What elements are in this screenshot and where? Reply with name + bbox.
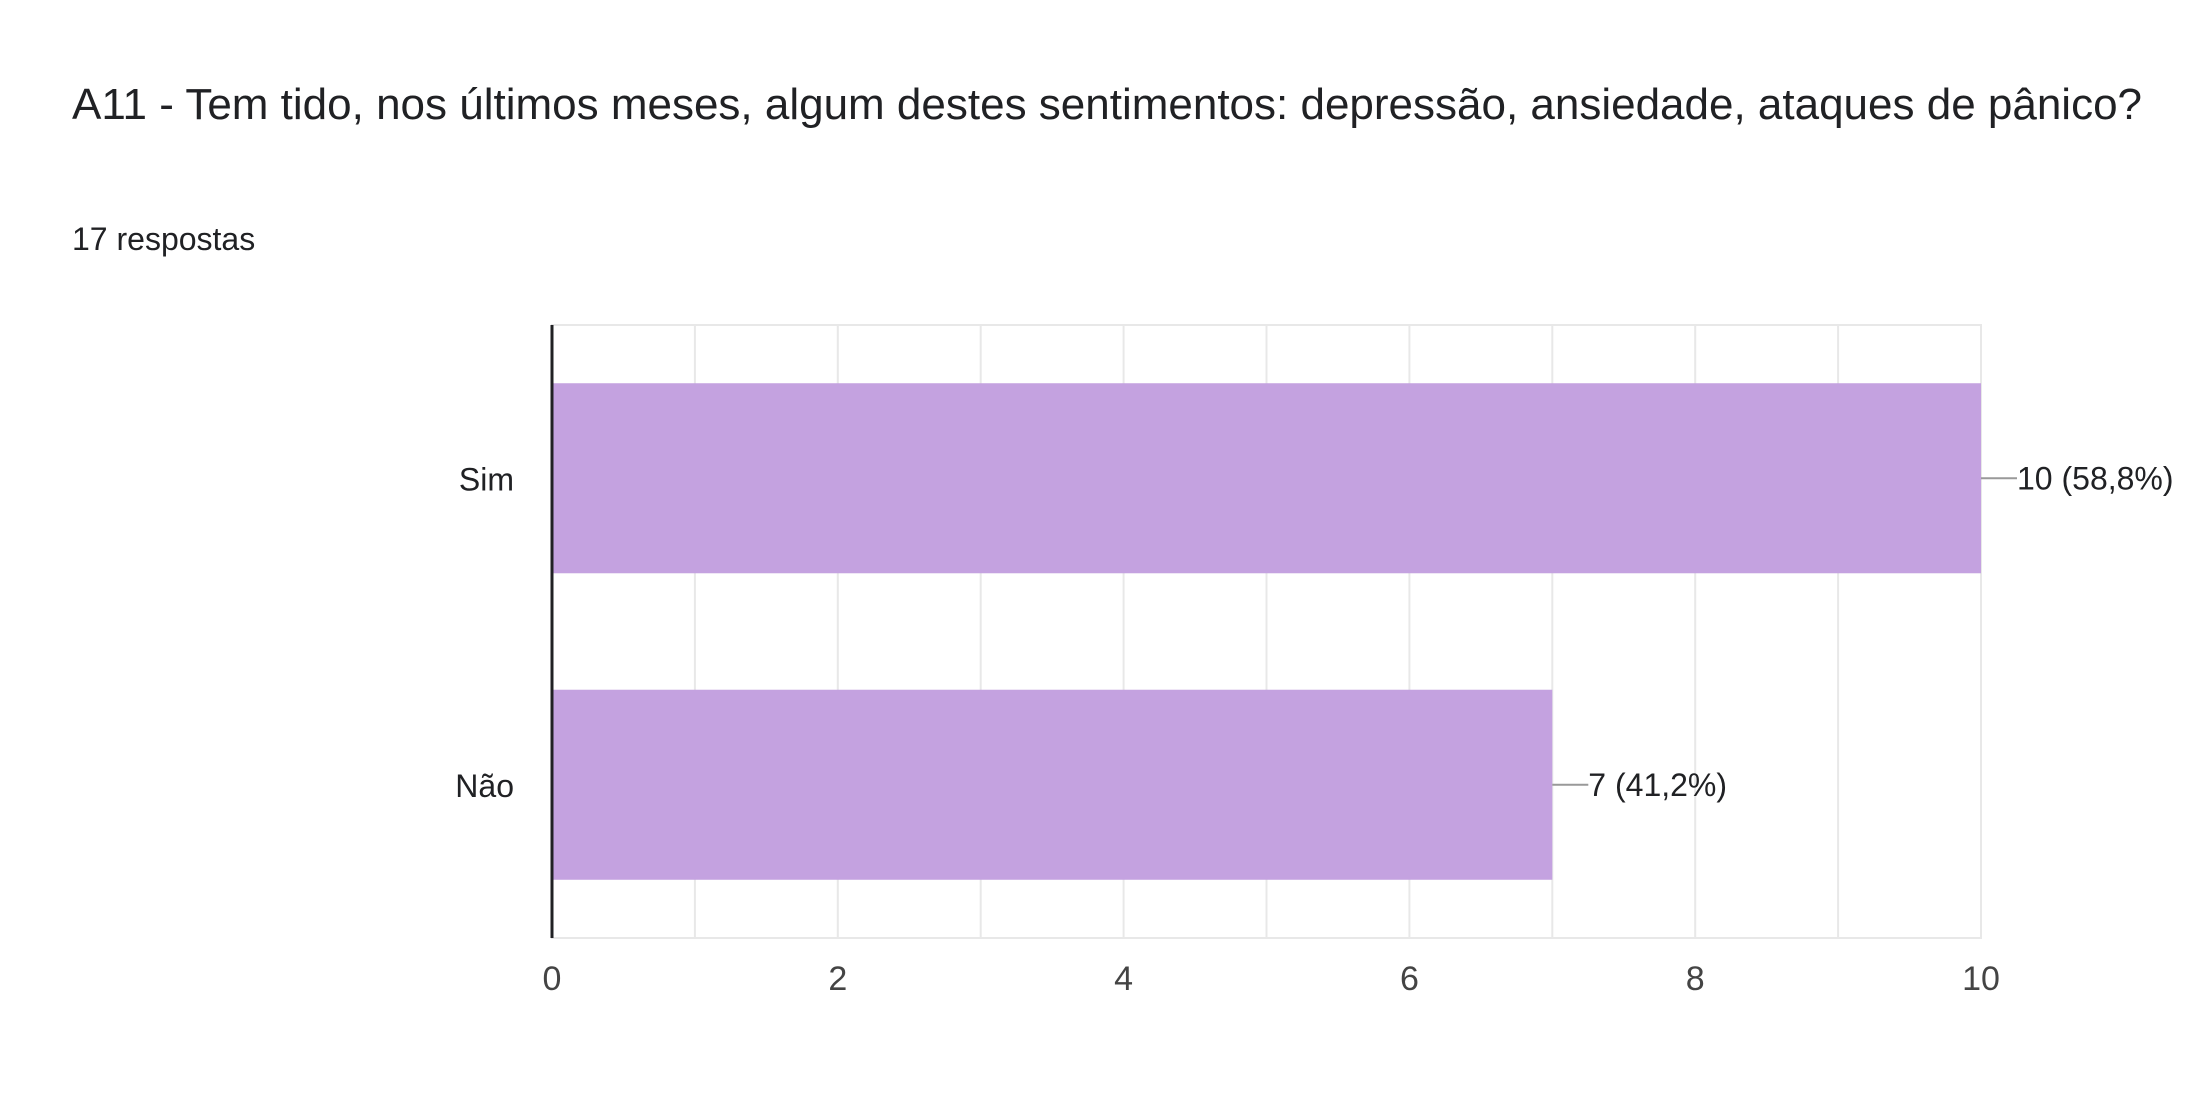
data-label: 10 (58,8%) xyxy=(2017,460,2174,496)
category-label: Não xyxy=(455,768,514,804)
bar-1 xyxy=(552,383,1981,574)
bar-2 xyxy=(552,689,1553,880)
chart-title: A11 - Tem tido, nos últimos meses, algum… xyxy=(72,80,2143,129)
category-label: Sim xyxy=(459,461,514,497)
x-tick-label: 0 xyxy=(543,960,562,998)
x-tick-label: 6 xyxy=(1400,960,1419,998)
response-count: 17 respostas xyxy=(72,221,256,257)
x-tick-label: 2 xyxy=(828,960,847,998)
x-tick-label: 8 xyxy=(1686,960,1705,998)
x-tick-label: 10 xyxy=(1962,960,2000,998)
x-tick-label: 4 xyxy=(1114,960,1133,998)
data-label: 7 (41,2%) xyxy=(1588,767,1727,803)
